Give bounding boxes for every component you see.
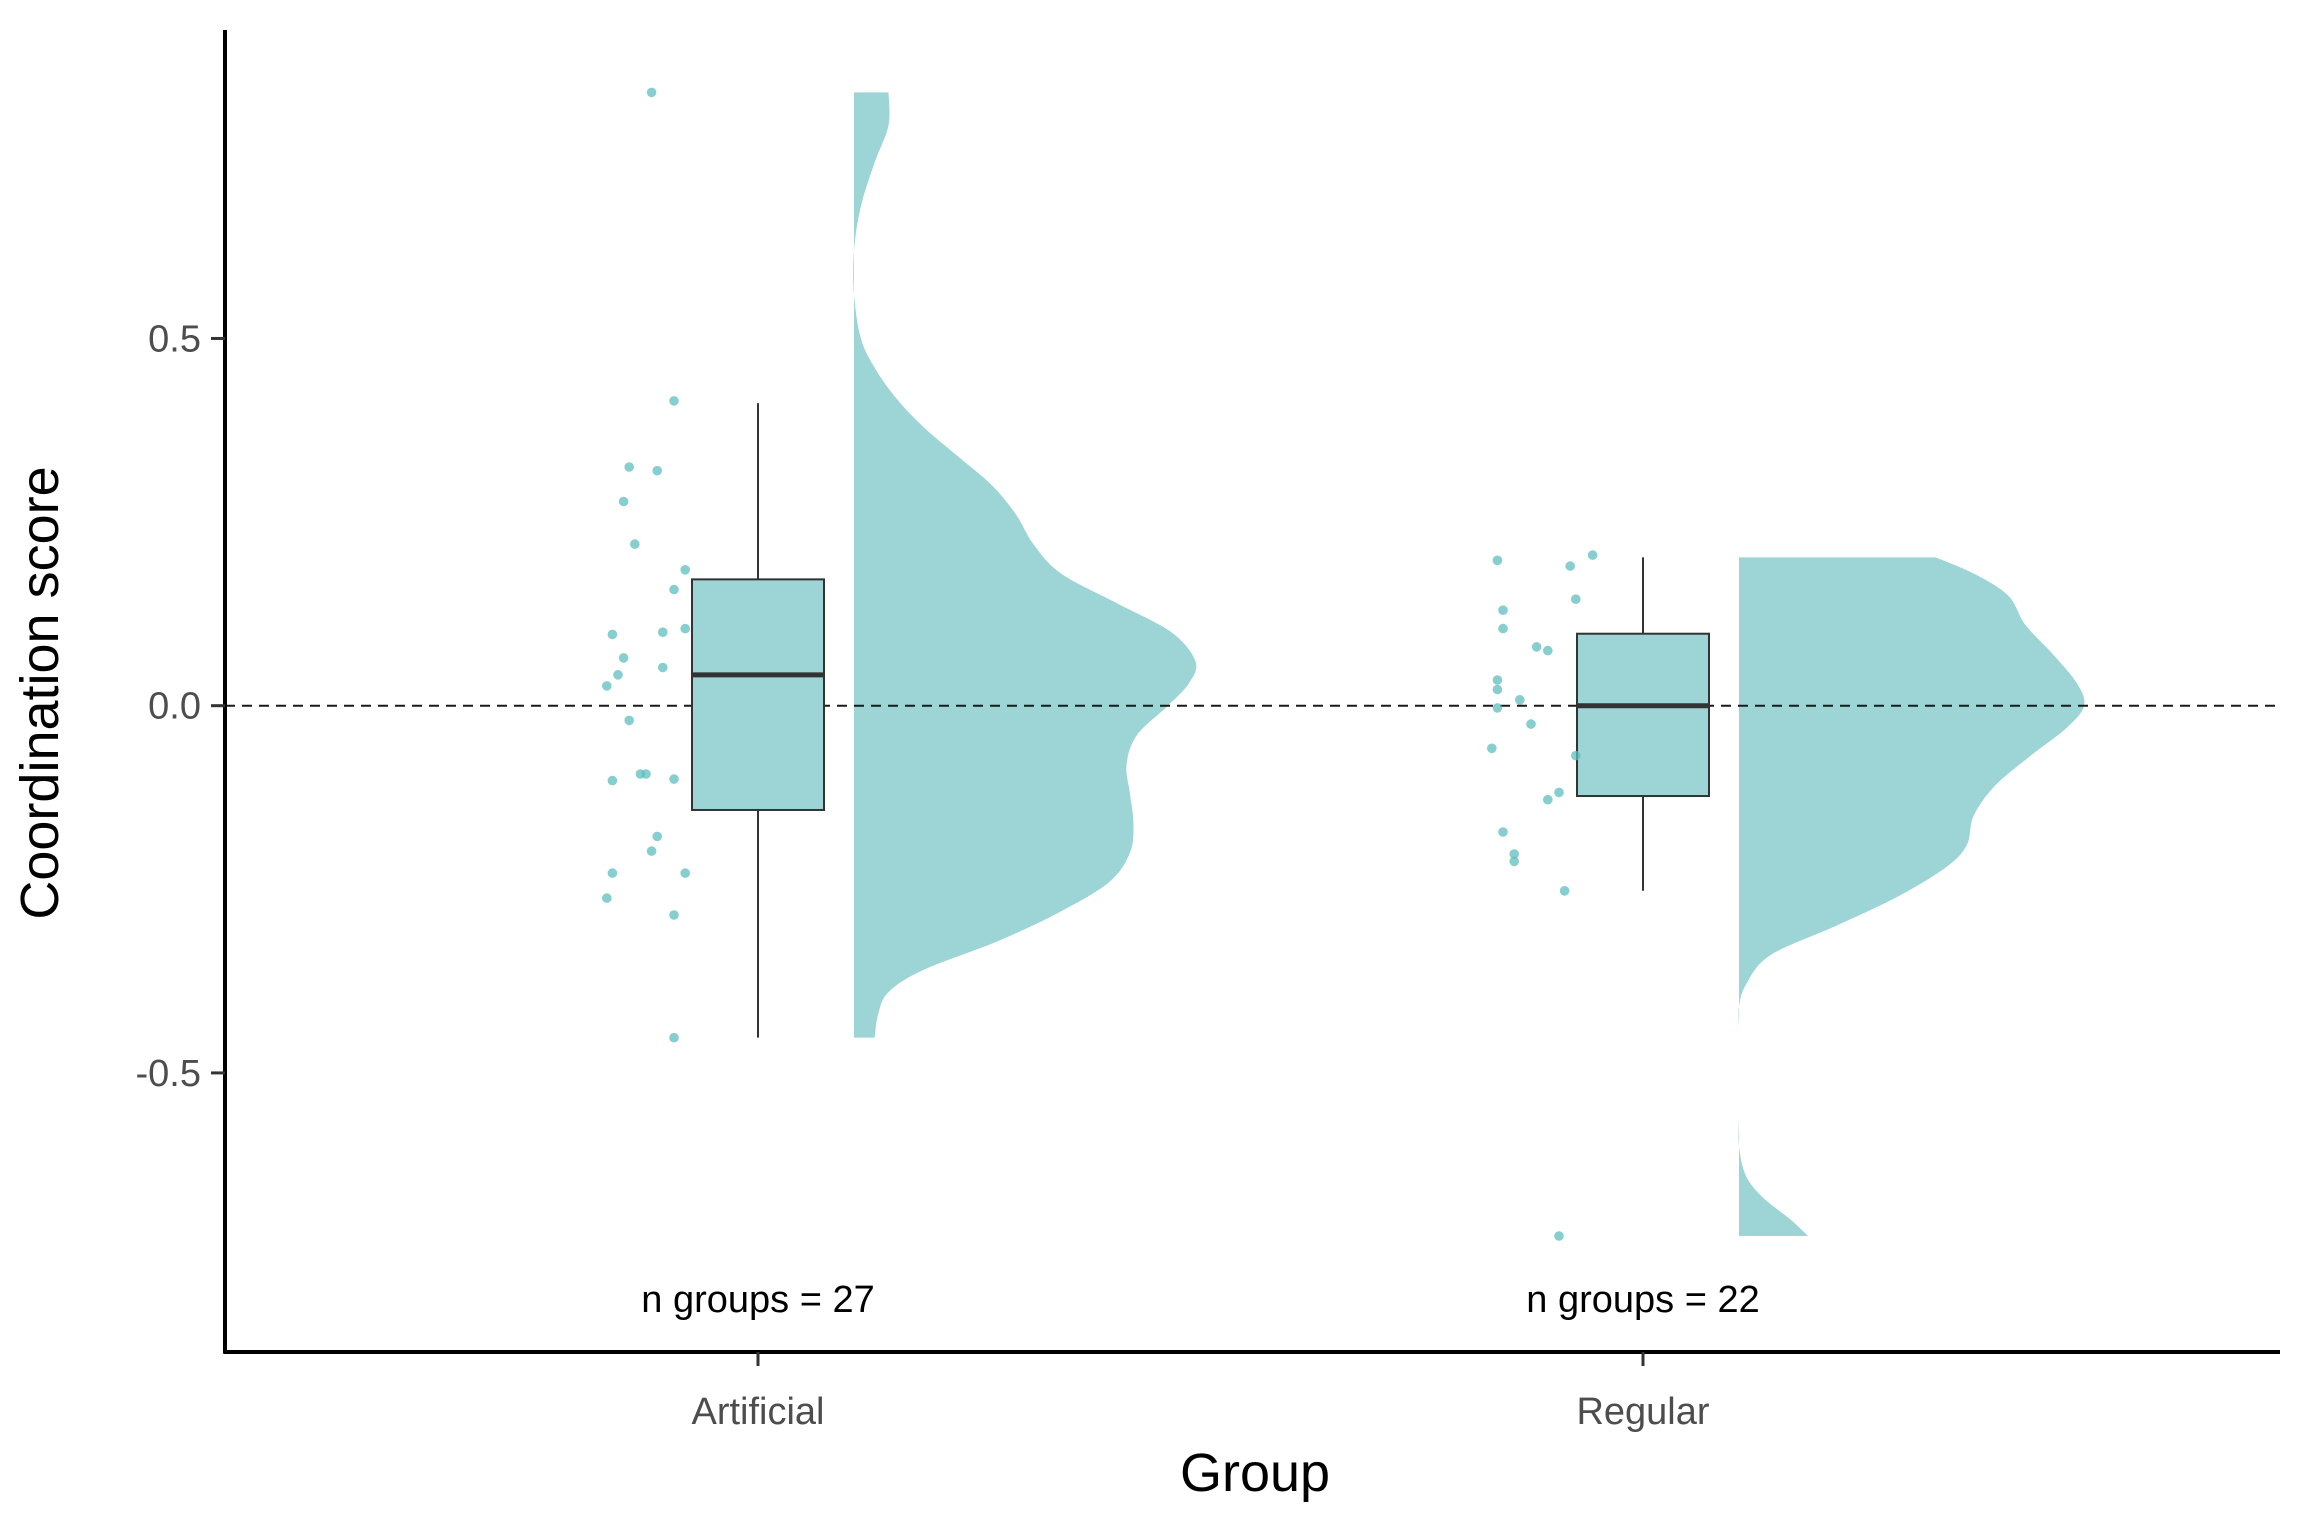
data-point [658,662,668,673]
data-point [669,774,679,784]
boxplots [691,403,1710,1038]
data-point [646,87,657,98]
data-point [1554,1231,1564,1241]
data-point [618,496,629,507]
data-point [1515,695,1525,705]
data-point [613,670,623,680]
data-point [630,539,640,549]
data-point [680,565,690,575]
data-point [1487,743,1497,754]
data-point [1559,886,1570,896]
data-point [1571,594,1581,604]
data-point [652,465,662,476]
data-point [624,715,634,726]
data-point [607,868,618,878]
data-point [1498,827,1508,837]
y-tick-label: -0.5 [136,1053,201,1095]
data-point [658,627,668,637]
raw-points [602,87,1598,1241]
data-point [1565,561,1575,571]
data-point [669,1032,679,1043]
data-point [1509,849,1519,859]
data-point [1498,605,1508,615]
density-cloud-artificial [853,92,1197,1038]
data-point [652,831,662,842]
box-regular [1576,632,1710,798]
box-artificial [691,578,825,811]
y-axis-title: Coordination score [10,466,70,919]
x-tick-label-regular: Regular [1576,1391,1709,1433]
x-axis-title: Group [1180,1443,1330,1503]
y-tick-label: 0.5 [148,318,201,360]
data-point [624,462,634,472]
data-point [1571,750,1581,761]
data-point [1492,703,1503,713]
data-point [641,769,651,779]
data-point [669,910,679,920]
data-point [1492,555,1503,566]
data-point [1543,645,1553,656]
data-point [602,893,612,903]
y-tick-label: 0.0 [148,686,201,728]
axes: -0.5 0.0 0.5 Artificial Regular [136,30,2280,1433]
data-point [1509,856,1519,867]
data-point [607,775,618,786]
data-point [607,629,618,640]
data-point [1498,623,1508,634]
data-point [680,623,690,634]
data-point [1531,642,1542,652]
data-point [1587,550,1598,560]
n-groups-label-regular: n groups = 22 [1526,1279,1759,1321]
n-groups-label-artificial: n groups = 27 [641,1279,874,1321]
x-tick-label-artificial: Artificial [691,1391,824,1433]
data-point [1526,719,1536,729]
data-point [1492,675,1503,685]
density-cloud-regular [1738,557,2085,1236]
data-point [669,396,679,406]
data-point [680,868,690,878]
data-point [1554,787,1564,798]
data-point [1492,684,1503,695]
data-point [618,653,629,663]
density-clouds [853,92,2085,1236]
data-point [1543,794,1553,805]
data-point [646,846,657,856]
annotations: n groups = 27 n groups = 22 [641,1279,1759,1321]
data-point [602,681,612,691]
data-point [669,584,679,595]
